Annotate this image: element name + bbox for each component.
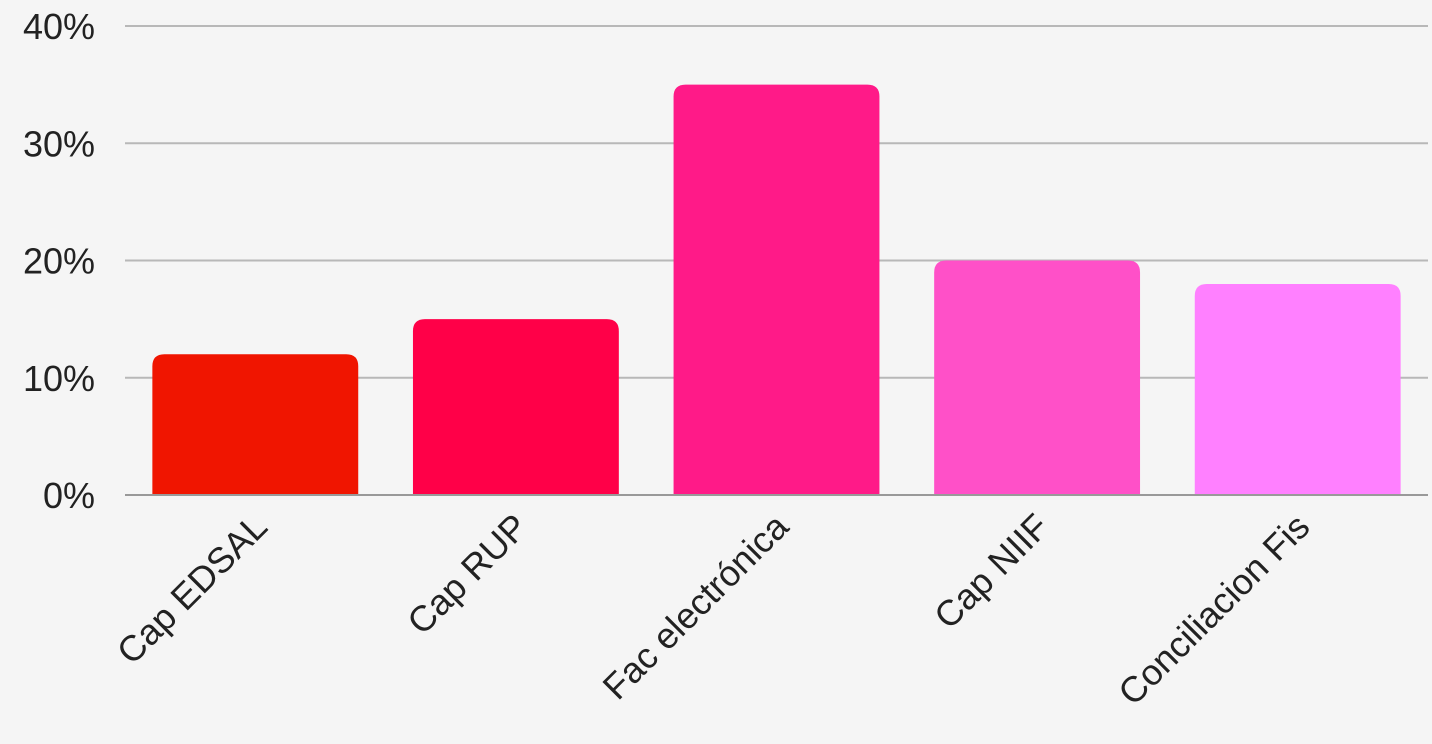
- bar: [1194, 283, 1401, 495]
- bar: [934, 260, 1141, 495]
- bar: [412, 319, 619, 495]
- bar: [673, 84, 880, 495]
- y-tick-label: 30%: [23, 123, 95, 164]
- y-axis-tick-labels: 0% 10% 20% 30% 40%: [23, 6, 95, 516]
- y-tick-label: 40%: [23, 6, 95, 47]
- y-tick-label: 10%: [23, 358, 95, 399]
- bars: [152, 84, 1401, 495]
- y-tick-label: 0%: [43, 475, 95, 516]
- y-tick-label: 20%: [23, 241, 95, 282]
- bar: [152, 354, 359, 495]
